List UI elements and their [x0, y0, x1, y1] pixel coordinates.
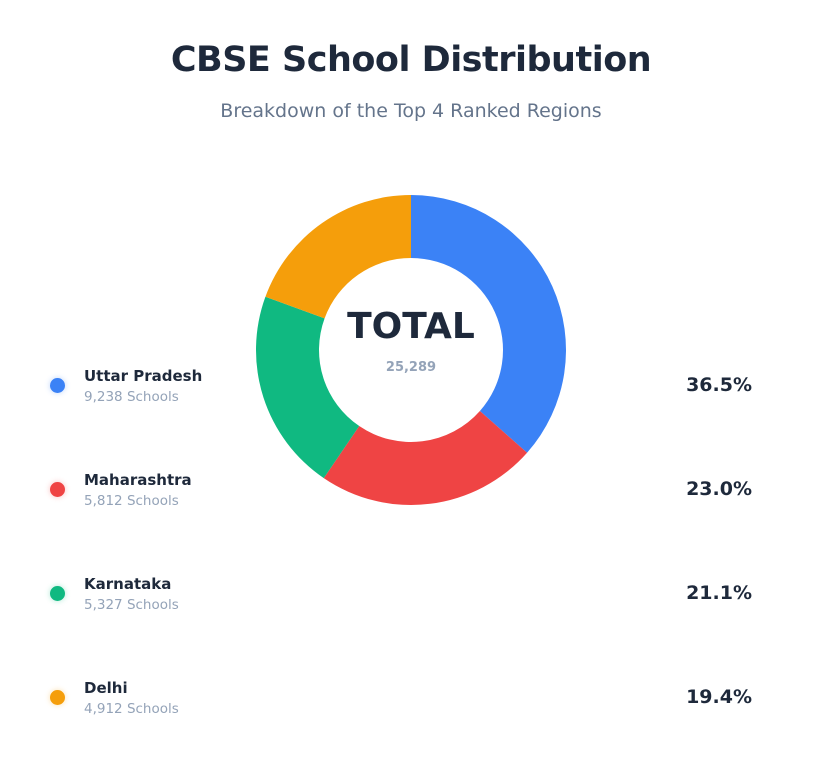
center-label: TOTAL — [347, 306, 475, 347]
percent-label: 19.4% — [686, 686, 752, 708]
slice-karnataka — [256, 296, 360, 479]
school-count: 5,812 Schools — [84, 493, 179, 509]
legend-item: Maharashtra 5,812 Schools 23.0% — [40, 462, 770, 522]
percent-label: 23.0% — [686, 478, 752, 500]
legend-item: Uttar Pradesh 9,238 Schools 36.5% — [40, 358, 770, 418]
region-name: Maharashtra — [84, 471, 192, 489]
legend-item: Karnataka 5,327 Schools 21.1% — [40, 566, 770, 626]
region-name: Delhi — [84, 679, 128, 697]
legend-dot — [50, 482, 65, 497]
school-count: 9,238 Schools — [84, 389, 179, 405]
center-total: 25,289 — [385, 360, 437, 375]
slice-uttar-pradesh — [411, 195, 566, 453]
percent-label: 21.1% — [686, 582, 752, 604]
slice-maharashtra — [323, 410, 528, 505]
legend-item: Delhi 4,912 Schools 19.4% — [40, 670, 770, 730]
school-count: 4,912 Schools — [84, 701, 179, 717]
region-name: Karnataka — [84, 575, 172, 593]
percent-label: 36.5% — [686, 374, 752, 396]
legend-dot — [50, 378, 65, 393]
legend-dot — [50, 690, 65, 705]
slice-delhi — [265, 195, 411, 319]
school-count: 5,327 Schools — [84, 597, 179, 613]
legend-dot — [50, 586, 65, 601]
region-name: Uttar Pradesh — [84, 367, 203, 385]
chart-subtitle: Breakdown of the Top 4 Ranked Regions — [220, 100, 602, 122]
chart-title: CBSE School Distribution — [170, 40, 652, 80]
